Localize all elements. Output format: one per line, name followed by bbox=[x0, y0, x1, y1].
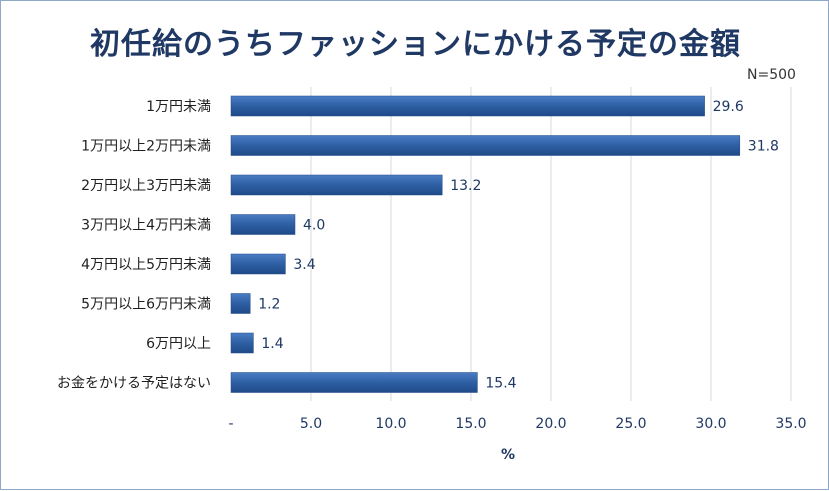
sample-size-note: N=500 bbox=[747, 67, 796, 83]
value-label: 15.4 bbox=[485, 376, 516, 392]
bar bbox=[230, 253, 286, 275]
chart-title: 初任給のうちファッションにかける予定の金額 bbox=[90, 27, 741, 62]
category-label: 1万円以上2万円未満 bbox=[81, 139, 211, 155]
bar bbox=[230, 174, 443, 196]
bar bbox=[230, 95, 705, 117]
x-tick-label: 35.0 bbox=[775, 416, 806, 432]
category-label: 5万円以上6万円未満 bbox=[81, 297, 211, 313]
x-tick-label: - bbox=[228, 416, 233, 432]
x-tick-label: 30.0 bbox=[695, 416, 726, 432]
category-label: 6万円以上 bbox=[146, 336, 211, 352]
bar bbox=[230, 293, 251, 314]
category-label: 4万円以上5万円未満 bbox=[81, 257, 211, 273]
value-label: 3.4 bbox=[293, 257, 315, 273]
category-label: お金をかける予定はない bbox=[57, 376, 211, 392]
x-tick-label: 20.0 bbox=[535, 416, 566, 432]
value-label: 29.6 bbox=[713, 99, 744, 115]
value-label: 1.2 bbox=[258, 297, 280, 313]
bar bbox=[230, 214, 296, 235]
x-tick-label: 10.0 bbox=[375, 416, 406, 432]
category-label: 2万円以上3万円未満 bbox=[81, 178, 211, 194]
x-tick-label: 5.0 bbox=[300, 416, 322, 432]
bar bbox=[230, 332, 254, 354]
x-tick-label: 15.0 bbox=[455, 416, 486, 432]
value-label: 4.0 bbox=[303, 218, 325, 234]
bar bbox=[230, 135, 741, 156]
value-label: 13.2 bbox=[450, 178, 481, 194]
bar bbox=[230, 372, 478, 393]
x-axis-title: % bbox=[501, 447, 515, 463]
x-tick-label: 25.0 bbox=[615, 416, 646, 432]
category-label: 3万円以上4万円未満 bbox=[81, 218, 211, 234]
value-label: 1.4 bbox=[261, 336, 283, 352]
category-label: 1万円未満 bbox=[146, 99, 211, 115]
value-label: 31.8 bbox=[748, 139, 779, 155]
